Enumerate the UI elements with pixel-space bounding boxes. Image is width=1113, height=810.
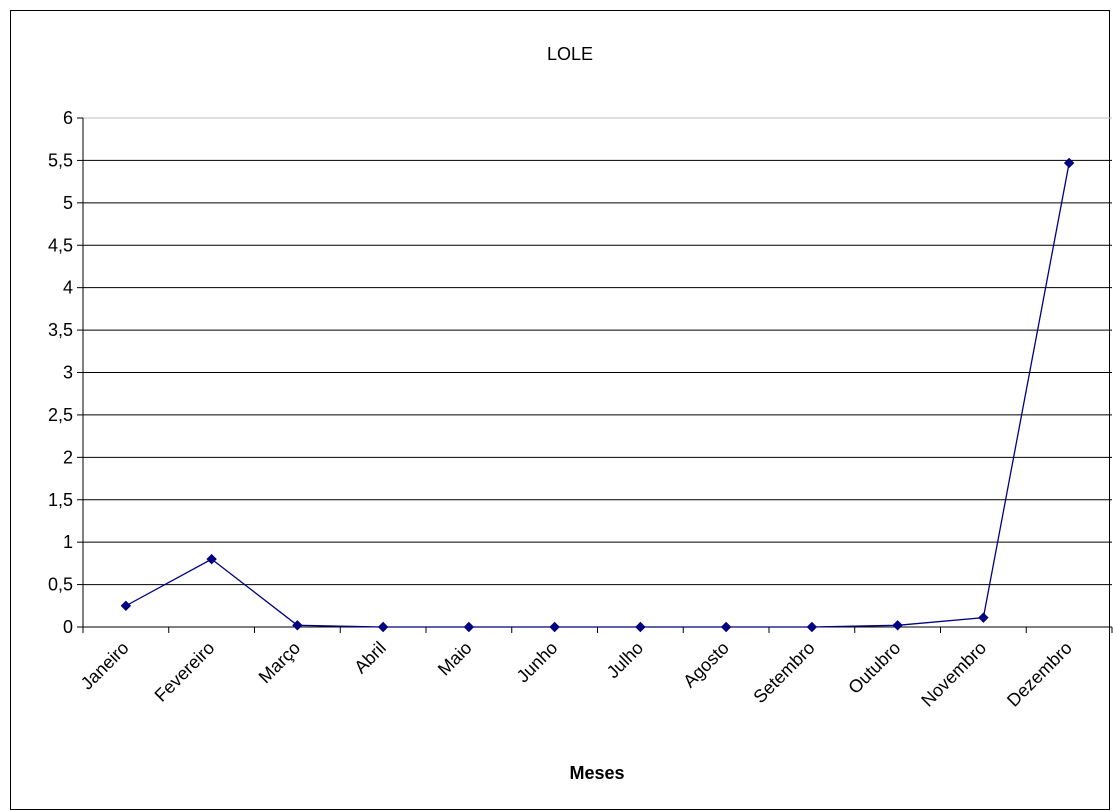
data-point-marker: [978, 612, 989, 623]
data-point-marker: [377, 621, 389, 633]
x-axis-title: Meses: [569, 763, 624, 783]
x-tick-label: Setembro: [749, 638, 818, 707]
data-point-marker: [206, 553, 217, 565]
x-tick-label: Janeiro: [77, 638, 133, 694]
data-points: [120, 157, 1075, 633]
x-tick-labels: Janeiro Fevereiro Março Abril Maio Junho Julho…: [77, 638, 1076, 711]
y-tick-label: 3,5: [48, 320, 73, 340]
axes: [77, 117, 1113, 633]
y-tick-label: 5: [63, 193, 73, 213]
x-tick-label: Outubro: [844, 638, 904, 698]
data-point-marker: [120, 600, 132, 611]
y-tick-label: 0,5: [48, 575, 73, 595]
x-tick-label: Dezembro: [1003, 638, 1076, 711]
y-tick-label: 3: [63, 363, 73, 383]
data-point-marker: [1063, 157, 1075, 169]
y-tick-label: 4,5: [48, 235, 73, 255]
series-line-group: [125, 162, 1070, 628]
x-tick-label: Agosto: [679, 638, 733, 692]
y-tick-label: 5,5: [48, 150, 73, 170]
gridlines: [83, 117, 1112, 586]
x-tick-label: Abril: [350, 638, 390, 678]
data-point-marker: [892, 620, 903, 631]
y-tick-label: 0: [63, 617, 73, 637]
x-tick-label: Junho: [513, 638, 562, 687]
x-tick-label: Julho: [603, 638, 648, 683]
y-tick-label: 4: [63, 278, 73, 298]
x-tick-label: Fevereiro: [151, 638, 219, 706]
x-tick-label: Novembro: [917, 638, 990, 711]
chart-title: LOLE: [547, 44, 593, 64]
y-tick-label: 1,5: [48, 490, 73, 510]
chart-frame: [10, 10, 1110, 810]
data-point-marker: [806, 621, 818, 633]
y-tick-labels: 0 0,5 1 1,5 2 2,5 3 3,5 4 4,5 5 5,5 6: [48, 108, 73, 637]
y-tick-label: 6: [63, 108, 73, 128]
x-tick-label: Maio: [434, 638, 476, 680]
y-tick-label: 2: [63, 447, 73, 467]
data-point-marker: [549, 621, 560, 633]
x-tick-label: Março: [255, 638, 305, 688]
data-point-marker: [720, 621, 732, 633]
y-tick-label: 2,5: [48, 405, 73, 425]
series-line: [125, 162, 1070, 628]
y-tick-label: 1: [63, 532, 73, 552]
data-point-marker: [635, 621, 646, 633]
data-point-marker: [463, 621, 475, 633]
data-point-marker: [292, 620, 303, 631]
